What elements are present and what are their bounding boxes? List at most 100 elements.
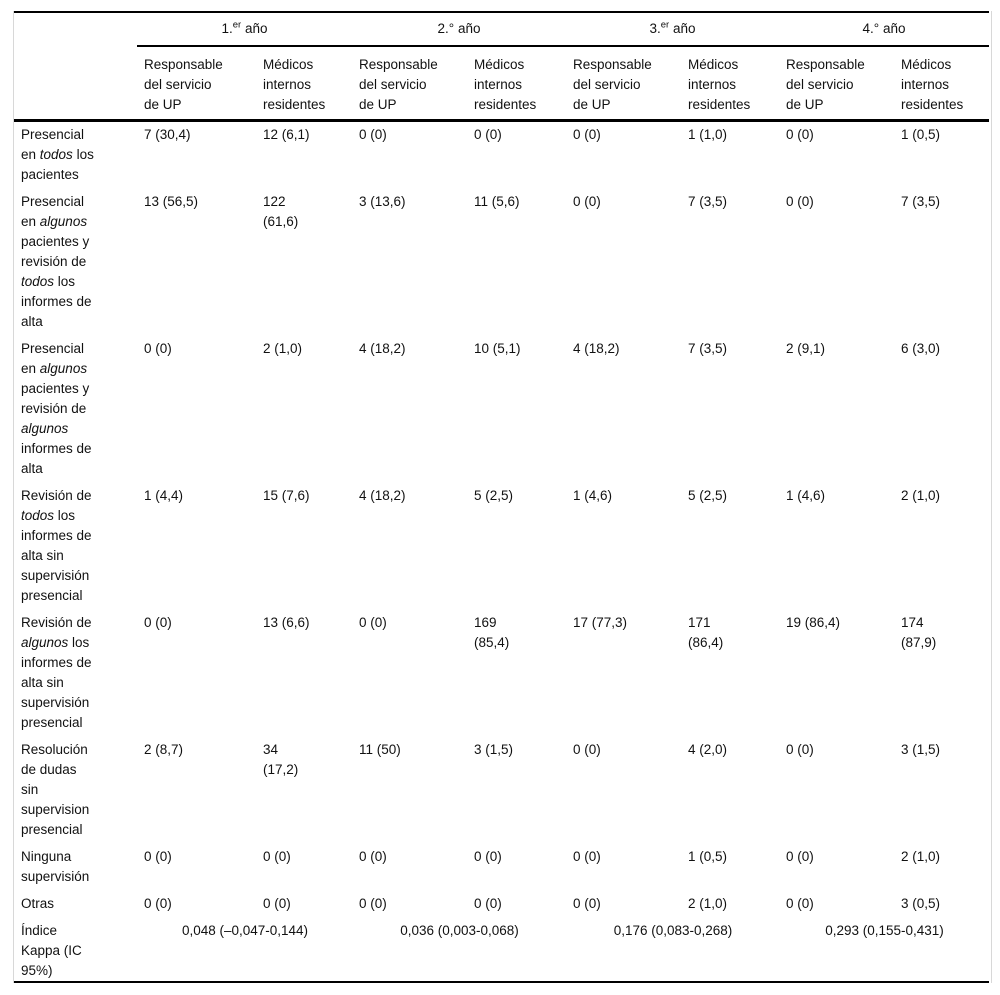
label-text: los	[68, 635, 90, 650]
value-cell: 1 (0,5)	[688, 849, 728, 864]
value-cell: 0 (0)	[573, 127, 601, 142]
value-cell: 0 (0)	[573, 849, 601, 864]
label-text: en	[21, 147, 40, 162]
col-header-responsable-1: Responsable del servicio de UP	[137, 46, 256, 122]
value-cell: 0 (0)	[573, 742, 601, 757]
value-cell: 171 (86,4)	[688, 615, 724, 650]
value-cell: 169 (85,4)	[474, 615, 510, 650]
label-text: los	[54, 508, 76, 523]
value-cell: 11 (50)	[359, 742, 401, 757]
label-text: pacientes y	[21, 381, 90, 396]
table-body: Presencial en todos los pacientes 7 (30,4…	[14, 121, 989, 983]
label-text: Presencial	[21, 194, 85, 209]
label-text: Índice	[21, 923, 58, 938]
value-cell: 0 (0)	[144, 849, 172, 864]
label-emphasis: algunos	[21, 421, 69, 436]
value-cell: 1 (1,0)	[688, 127, 728, 142]
value-cell: 19 (86,4)	[786, 615, 841, 630]
value-cell: 10 (5,1)	[474, 341, 521, 356]
label-text: presencial	[21, 588, 83, 603]
value-cell: 0 (0)	[786, 849, 814, 864]
value-cell: 1 (4,4)	[144, 488, 184, 503]
value-cell: 4 (18,2)	[359, 341, 406, 356]
value-cell: 4 (18,2)	[573, 341, 620, 356]
label-text: en	[21, 361, 40, 376]
label-text: los	[72, 147, 94, 162]
label-text: revisión de	[21, 254, 87, 269]
value-cell: 2 (1,0)	[688, 896, 728, 911]
value-cell: 0 (0)	[359, 896, 387, 911]
row-label: Ninguna supervisión	[14, 844, 137, 891]
year-label: 1.	[221, 21, 233, 36]
table-row: Revisión de algunos los informes de alta…	[14, 610, 989, 737]
label-text: Revisión de	[21, 488, 92, 503]
label-text: pacientes y	[21, 234, 90, 249]
kappa-row: Índice Kappa (IC 95%) 0,048 (–0,047-0,144…	[14, 918, 989, 983]
value-cell: 13 (6,6)	[263, 615, 310, 630]
ordinal-superscript: er	[660, 19, 670, 31]
value-cell: 0 (0)	[573, 896, 601, 911]
label-text: los	[54, 274, 76, 289]
table-row: Presencial en algunos pacientes y revisi…	[14, 189, 989, 336]
year-label: 3.	[649, 21, 661, 36]
year-label: 4.° año	[862, 21, 906, 36]
value-cell: 12 (6,1)	[263, 127, 310, 142]
kappa-value-cell: 0,036 (0,003-0,068)	[352, 918, 566, 983]
value-cell: 4 (18,2)	[359, 488, 406, 503]
value-cell: 3 (0,5)	[901, 896, 941, 911]
label-text: informes de	[21, 655, 92, 670]
value-cell: 3 (1,5)	[474, 742, 514, 757]
year-2-header: 2.° año	[352, 11, 566, 47]
value-cell: 0 (0)	[786, 194, 814, 209]
table-row: Presencial en todos los pacientes 7 (30,4…	[14, 121, 989, 190]
label-text: supervisión	[21, 695, 90, 710]
year-header-row: 1.er año 2.° año 3.er año 4.° año	[14, 11, 989, 47]
value-cell: 0 (0)	[474, 849, 502, 864]
table-row: Otras 0 (0) 0 (0) 0 (0) 0 (0) 0 (0) 2 (1,0) 0 (…	[14, 891, 989, 918]
value-cell: 7 (30,4)	[144, 127, 191, 142]
row-label: Otras	[14, 891, 137, 918]
label-emphasis: algunos	[39, 361, 88, 376]
label-emphasis: algunos	[21, 635, 69, 650]
value-cell: 0 (0)	[359, 127, 387, 142]
table-row: Resolución de dudas sin supervision pres…	[14, 737, 989, 844]
empty-corner-cell	[14, 11, 137, 46]
label-text: alta sin	[21, 675, 64, 690]
label-text: alta	[21, 461, 43, 476]
label-text: informes de	[21, 528, 92, 543]
year-label: 2.° año	[437, 21, 481, 36]
table-row: Ninguna supervisión 0 (0) 0 (0) 0 (0) 0 (0) 0…	[14, 844, 989, 891]
row-label: Resolución de dudas sin supervision pres…	[14, 737, 137, 844]
kappa-value-cell: 0,293 (0,155-0,431)	[779, 918, 989, 983]
value-cell: 7 (3,5)	[901, 194, 941, 209]
table-row: Revisión de todos los informes de alta s…	[14, 483, 989, 610]
year-label-suffix: año	[669, 21, 696, 36]
value-cell: 0 (0)	[263, 849, 291, 864]
col-header-medicos-1: Médicos internos residentes	[256, 46, 352, 122]
empty-corner-cell	[14, 46, 137, 122]
sub-header-row: Responsable del servicio de UP Médicos i…	[14, 46, 989, 122]
supervision-table: 1.er año 2.° año 3.er año 4.° año Respon…	[14, 11, 989, 983]
col-header-responsable-4: Responsable del servicio de UP	[779, 46, 894, 122]
label-text: informes de	[21, 294, 92, 309]
label-emphasis: todos	[39, 147, 73, 162]
value-cell: 1 (4,6)	[573, 488, 613, 503]
value-cell: 5 (2,5)	[474, 488, 514, 503]
year-4-header: 4.° año	[779, 11, 989, 47]
value-cell: 2 (9,1)	[786, 341, 826, 356]
value-cell: 174 (87,9)	[901, 615, 937, 650]
year-label-suffix: año	[241, 21, 268, 36]
label-emphasis: todos	[21, 274, 55, 289]
kappa-value-cell: 0,048 (–0,047-0,144)	[137, 918, 352, 983]
value-cell: 0 (0)	[359, 849, 387, 864]
kappa-value-cell: 0,176 (0,083-0,268)	[566, 918, 779, 983]
value-cell: 2 (8,7)	[144, 742, 184, 757]
value-cell: 0 (0)	[359, 615, 387, 630]
value-cell: 0 (0)	[786, 127, 814, 142]
table-row: Presencial en algunos pacientes y revisi…	[14, 336, 989, 483]
label-text: supervisión	[21, 568, 90, 583]
value-cell: 0 (0)	[144, 341, 172, 356]
row-label: Revisión de algunos los informes de alta…	[14, 610, 137, 737]
label-text: de dudas	[21, 762, 77, 777]
